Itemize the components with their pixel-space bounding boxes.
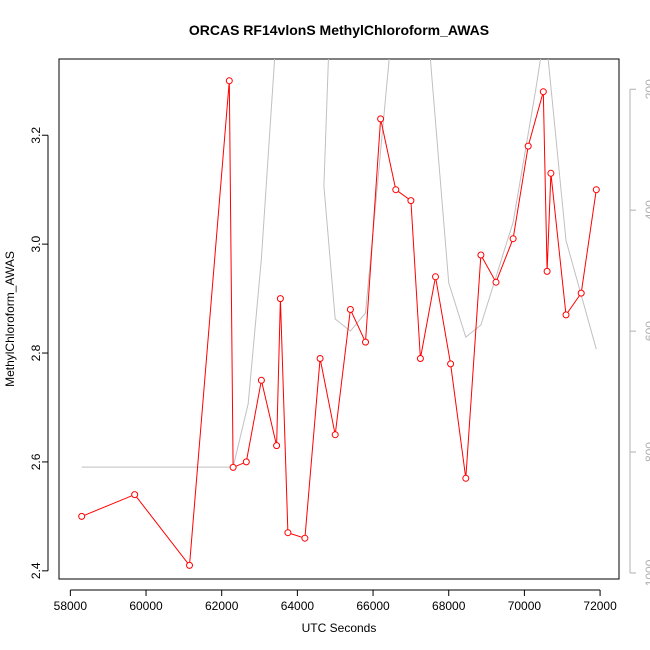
y2-tick-label: 200	[643, 79, 650, 99]
data-point	[577, 289, 585, 297]
data-point	[346, 306, 354, 313]
y-axis: 2.4 2.6 2.8 3.0 3.2	[29, 127, 49, 579]
x-tick-label: 58000	[54, 599, 88, 613]
x-axis: 58000 60000 62000 64000 66000 68000 70000 72000	[54, 589, 617, 613]
data-point	[524, 142, 532, 150]
x-tick-label: 66000	[356, 599, 390, 613]
data-point	[301, 534, 309, 542]
plot-area	[58, 58, 620, 580]
data-point	[509, 235, 517, 243]
data-point	[78, 512, 86, 520]
data-point	[377, 115, 385, 123]
data-point	[316, 355, 324, 362]
x-axis-label: UTC Seconds	[302, 621, 377, 635]
y-tick-label: 3.0	[29, 235, 43, 252]
y-tick-label: 2.8	[29, 344, 43, 361]
data-point	[562, 311, 570, 319]
y-tick-label: 2.6	[29, 453, 43, 470]
series-line-left	[81, 80, 597, 567]
x-tick-label: 72000	[583, 599, 617, 613]
data-point	[362, 338, 369, 346]
data-point	[543, 267, 551, 275]
data-point	[225, 77, 233, 85]
data-point	[331, 431, 339, 439]
y-tick-label: 2.4	[29, 562, 43, 579]
chart-title: ORCAS RF14vlonS MethylChloroform_AWAS	[189, 22, 489, 38]
data-point	[462, 474, 470, 482]
y2-tick-label: 800	[643, 442, 650, 462]
data-point	[273, 442, 281, 450]
data-point	[131, 491, 139, 499]
data-point	[539, 88, 547, 96]
x-tick-label: 60000	[129, 599, 163, 613]
y2-tick-label: 600	[643, 321, 650, 341]
data-point	[447, 360, 455, 368]
data-point	[416, 355, 424, 362]
y2-tick-label: 1000	[643, 559, 650, 586]
data-point	[276, 295, 284, 303]
y2-axis: 200 400 600 800 1000	[629, 79, 650, 586]
series-line-right	[81, 59, 597, 468]
data-point	[284, 529, 292, 537]
data-point	[477, 251, 485, 259]
data-point	[547, 169, 555, 177]
x-tick-label: 68000	[432, 599, 466, 613]
y-axis-label: MethylChloroform_AWAS	[3, 251, 17, 387]
data-point	[407, 197, 415, 205]
data-point	[257, 376, 265, 384]
data-point	[392, 186, 400, 194]
data-point	[492, 278, 500, 286]
x-tick-label: 64000	[281, 599, 315, 613]
data-point	[229, 463, 237, 471]
data-point	[432, 273, 439, 281]
x-tick-label: 62000	[205, 599, 239, 613]
data-point	[592, 186, 600, 194]
x-tick-label: 70000	[508, 599, 542, 613]
y2-tick-label: 400	[643, 200, 650, 220]
data-point	[242, 458, 250, 466]
y-tick-label: 3.2	[29, 127, 43, 144]
data-point	[186, 561, 193, 569]
series-layer	[78, 59, 600, 569]
